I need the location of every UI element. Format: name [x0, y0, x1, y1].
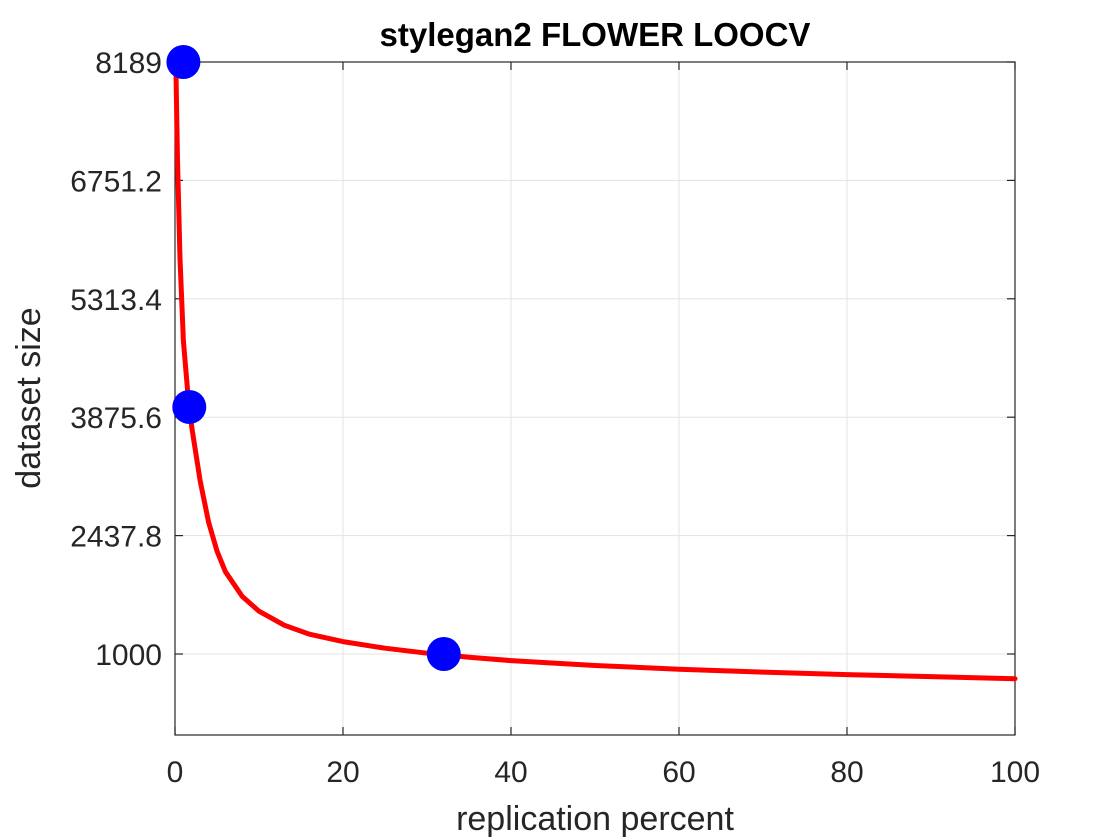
data-points — [166, 45, 461, 671]
y-tick-label: 5313.4 — [70, 284, 162, 317]
y-tick-label: 2437.8 — [70, 521, 162, 554]
y-axis-label: dataset size — [10, 307, 48, 488]
y-tick-label: 8189 — [95, 47, 162, 80]
x-axis-ticks: 0 20 40 60 80 100 — [167, 62, 1040, 789]
x-tick-label: 100 — [990, 756, 1040, 789]
y-axis-ticks: 1000 2437.8 3875.6 5313.4 6751.2 8189 — [70, 47, 1015, 672]
x-tick-label: 0 — [167, 756, 184, 789]
x-tick-label: 60 — [662, 756, 695, 789]
data-point — [426, 637, 461, 671]
y-tick-label: 6751.2 — [70, 165, 162, 198]
data-point — [166, 45, 201, 79]
fit-curve — [173, 59, 1018, 682]
data-point — [172, 389, 207, 424]
y-tick-label: 3875.6 — [70, 402, 162, 435]
x-axis-label: replication percent — [456, 800, 734, 838]
x-tick-label: 80 — [830, 756, 863, 789]
y-tick-label: 1000 — [95, 639, 162, 672]
plot-area-frame — [174, 61, 1016, 736]
grid-lines — [174, 61, 1016, 735]
x-tick-label: 20 — [326, 756, 359, 789]
chart-title: stylegan2 FLOWER LOOCV — [380, 16, 811, 53]
x-tick-label: 40 — [494, 756, 527, 789]
